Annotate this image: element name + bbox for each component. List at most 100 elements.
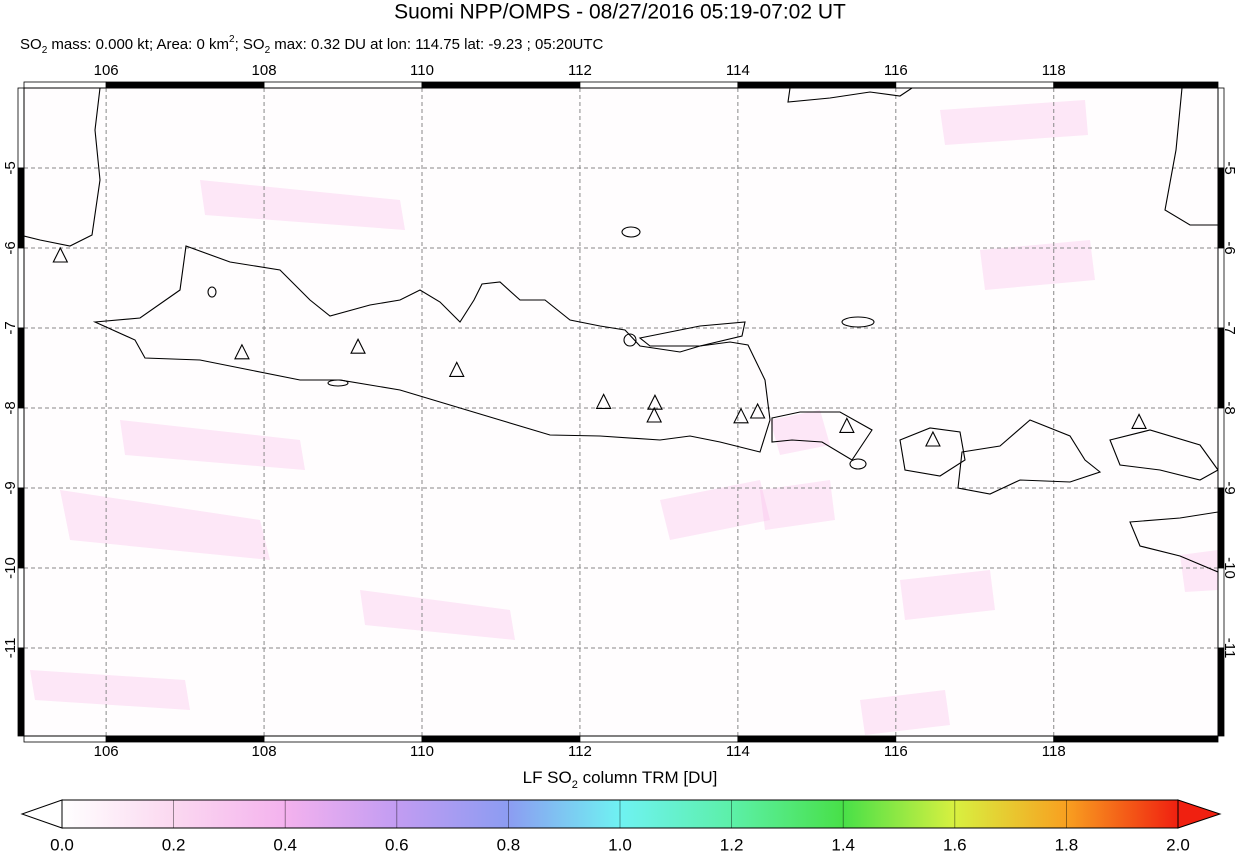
lon-tick-label-top: 112 [568,62,592,79]
frame-segment [421,81,581,89]
frame-segment [1217,167,1225,249]
frame-segment [1053,81,1219,89]
map-border [23,87,1219,737]
lat-tick-label-right: -8 [1221,401,1238,414]
frame-segment [17,407,25,489]
lon-tick-label-top: 118 [1042,62,1066,79]
frame-segment [895,735,1055,743]
frame-segment [1217,407,1225,489]
subtitle-subscript: 2 [265,45,271,56]
frame-segment [17,327,25,409]
frame-segment [105,735,265,743]
coastline-island [327,379,349,387]
coastline-island [841,316,875,328]
so2-pixel [940,100,1088,145]
coastline-island [207,286,217,298]
volcano [448,361,465,377]
lon-tick-label-bottom: 112 [568,743,592,760]
frame-segment [1217,567,1225,649]
subtitle-superscript: 2 [229,34,235,45]
graticule [24,88,1218,736]
lat-tick-label-left: -6 [2,241,19,254]
colorbar-tick-label: 0.2 [162,835,186,854]
volcano [1131,413,1147,429]
colorbar-under-arrow [20,799,63,829]
lon-tick-label-bottom: 116 [884,743,908,760]
lat-tick-label-left: -11 [2,638,19,659]
lon-tick-label-bottom: 110 [410,743,434,760]
colorbar-label-part: column TRM [DU] [578,768,718,787]
frame-segment [17,247,25,329]
lon-tick-label-bottom: 114 [726,743,750,760]
volcano-markers [52,246,1147,447]
colorbar-tick-label: 2.0 [1166,835,1190,854]
colorbar-tick-label: 0.8 [497,835,521,854]
frame-segment [17,87,25,169]
colorbar-tick-label: 1.8 [1055,835,1079,854]
frame-segment [263,735,423,743]
frame-segment [1053,735,1219,743]
subtitle-subscript: 2 [42,45,48,56]
so2-pixel [200,180,405,230]
volcano [350,337,366,354]
colorbar-label: LF SO2 column TRM [DU] [523,768,718,790]
map-background [24,88,1218,736]
lat-tick-label-right: -11 [1221,638,1238,659]
coastline-flores [1109,429,1218,481]
lat-tick-label-right: -10 [1221,557,1238,579]
frame-segment [421,735,581,743]
colorbar-label-subscript: 2 [572,779,578,791]
frame-segment [1217,647,1225,737]
so2-pixel [1180,550,1218,592]
coastline-borneo [787,88,913,103]
map-frame [17,81,1225,743]
so2-pixel [120,420,305,470]
colorbar-tick-label: 0.0 [50,835,74,854]
colorbar-tick-label: 1.2 [720,835,744,854]
coastline-java [92,245,771,453]
lon-tick-label-top: 106 [94,62,119,79]
so2-pixel [760,480,835,530]
frame-segment [1217,327,1225,409]
lat-tick-label-left: -5 [2,161,19,174]
lon-tick-label-bottom: 118 [1042,743,1066,760]
so2-pixel [980,240,1095,290]
colorbar-over-arrow [1177,799,1222,829]
so2-pixel [770,410,830,455]
subtitle-part: max: 0.32 DU at lon: 114.75 lat: -9.23 ;… [270,36,603,53]
frame-segment [737,735,897,743]
colorbar-tick-label: 1.0 [608,835,632,854]
so2-pixel [860,690,950,735]
coastline-sulawesi [1164,88,1218,226]
volcano [749,402,766,419]
so2-pixel [60,490,270,560]
subtitle-part: SO [20,36,42,53]
colorbar: 0.0 0.2 0.4 0.6 0.8 1.0 1.2 1.4 1.6 1.8 2.0 [20,799,1222,854]
frame-segment [17,647,25,737]
volcano [52,246,69,263]
frame-segment [105,81,265,89]
lat-tick-label-left: -9 [2,481,19,494]
colorbar-tick-label: 0.6 [385,835,409,854]
so2-pixel [900,570,995,620]
frame-segment [1217,247,1225,329]
lon-tick-label-top: 114 [726,62,750,79]
coastline-lombok [899,427,966,477]
coastline-sumatra [24,88,101,247]
frame-segment [17,167,25,249]
frame-segment [737,81,897,89]
subtitle-part: ; SO [235,36,265,53]
lat-tick-label-left: -10 [2,557,19,579]
coastline-island [623,333,637,347]
frame-segment [895,81,1055,89]
colorbar-tick-label: 1.6 [943,835,967,854]
so2-pixel [360,590,515,640]
lat-tick-label-right: -6 [1221,241,1238,254]
frame-segment [579,81,739,89]
lat-tick-label-right: -7 [1221,321,1238,334]
coastline-island [849,458,867,470]
coastline-sumba [1129,511,1218,573]
volcano [646,406,663,423]
subtitle-part: mass: 0.000 kt; Area: 0 km [47,36,229,53]
